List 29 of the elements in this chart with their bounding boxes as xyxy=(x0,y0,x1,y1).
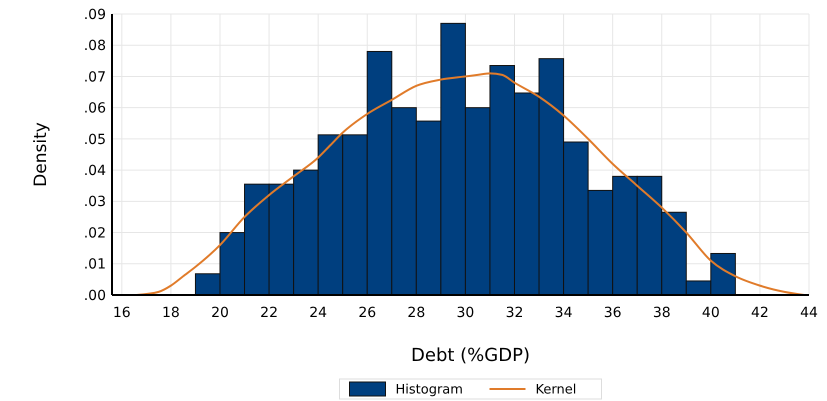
y-tick-label: .08 xyxy=(84,38,106,54)
y-tick-label: .04 xyxy=(84,163,106,180)
y-tick-label: .06 xyxy=(84,100,106,117)
x-tick-label: 20 xyxy=(211,305,229,321)
y-tick-label: .05 xyxy=(84,132,106,148)
y-axis-title: Density xyxy=(31,122,51,187)
x-tick-label: 42 xyxy=(751,305,769,321)
x-tick-label: 22 xyxy=(260,305,278,321)
x-tick-label: 18 xyxy=(162,305,180,321)
y-tick-label: .01 xyxy=(84,256,106,273)
x-tick-label: 24 xyxy=(309,305,328,321)
x-tick-label: 36 xyxy=(604,305,622,321)
x-tick-label: 16 xyxy=(112,305,131,321)
x-tick-label: 38 xyxy=(652,305,671,321)
x-tick-label: 34 xyxy=(554,305,573,321)
x-tick-label: 40 xyxy=(702,305,720,321)
y-tick-label: .07 xyxy=(84,69,106,86)
y-tick-label: .09 xyxy=(84,6,106,23)
y-tick-label: .03 xyxy=(84,194,106,210)
x-axis-title: Debt (%GDP) xyxy=(411,345,530,366)
x-tick-label: 26 xyxy=(358,305,376,321)
legend-label: Histogram xyxy=(396,382,463,398)
x-tick-label: 28 xyxy=(407,305,426,321)
x-tick-label: 44 xyxy=(800,305,818,321)
x-tick-label: 32 xyxy=(506,305,524,321)
y-tick-label: .02 xyxy=(84,225,106,242)
legend-label: Kernel xyxy=(536,382,576,398)
x-tick-label: 30 xyxy=(456,305,474,321)
y-tick-label: .00 xyxy=(84,288,106,304)
